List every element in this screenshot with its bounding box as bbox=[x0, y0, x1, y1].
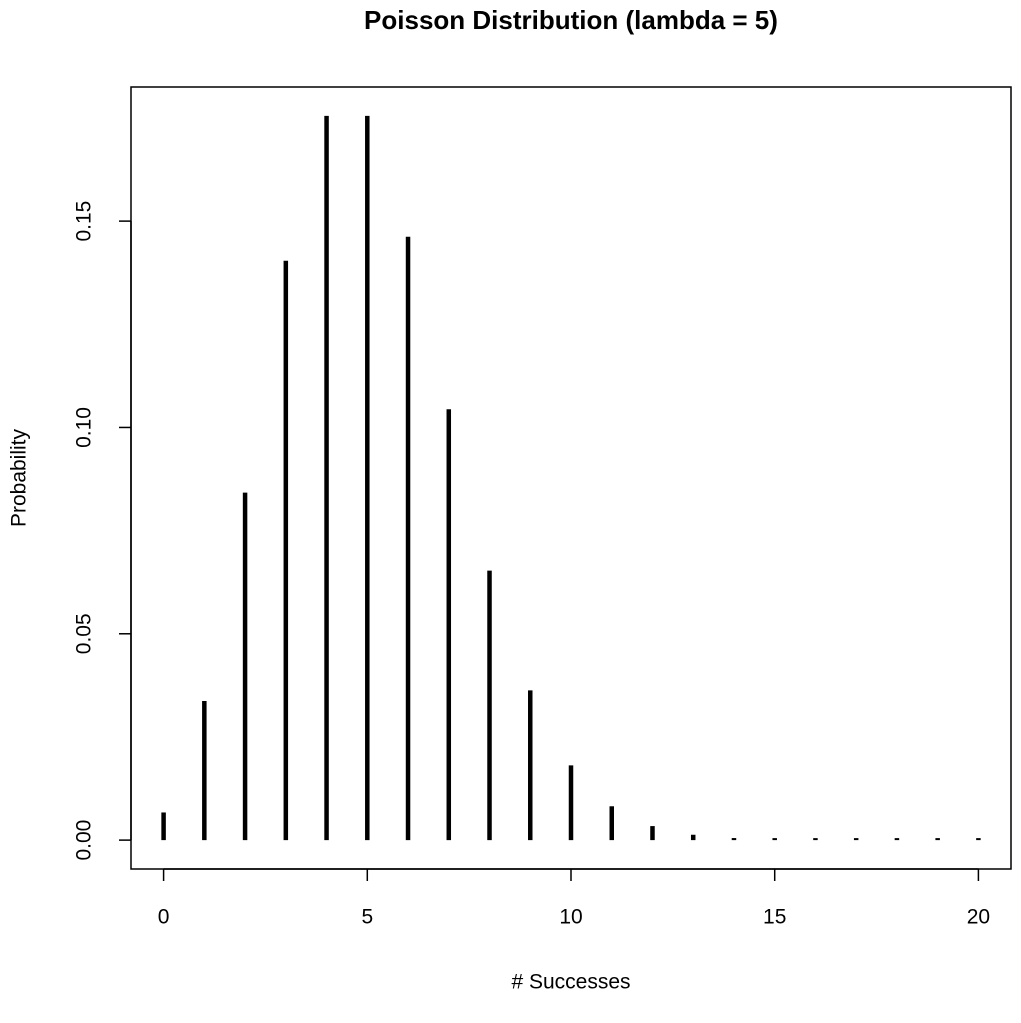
chart-title: Poisson Distribution (lambda = 5) bbox=[364, 5, 778, 35]
plot-box bbox=[130, 86, 1012, 870]
x-tick-label: 15 bbox=[763, 906, 786, 929]
y-tick-label: 0.10 bbox=[73, 407, 96, 448]
x-tick-label: 10 bbox=[559, 906, 582, 929]
y-tick-label: 0.00 bbox=[73, 820, 96, 861]
x-tick-label: 0 bbox=[158, 906, 170, 929]
y-tick-label: 0.15 bbox=[73, 201, 96, 242]
x-tick-label: 20 bbox=[967, 906, 990, 929]
x-axis-label: # Successes bbox=[511, 971, 630, 994]
x-tick-label: 5 bbox=[361, 906, 373, 929]
y-tick-label: 0.05 bbox=[73, 613, 96, 654]
y-axis-label: Probability bbox=[8, 428, 31, 527]
